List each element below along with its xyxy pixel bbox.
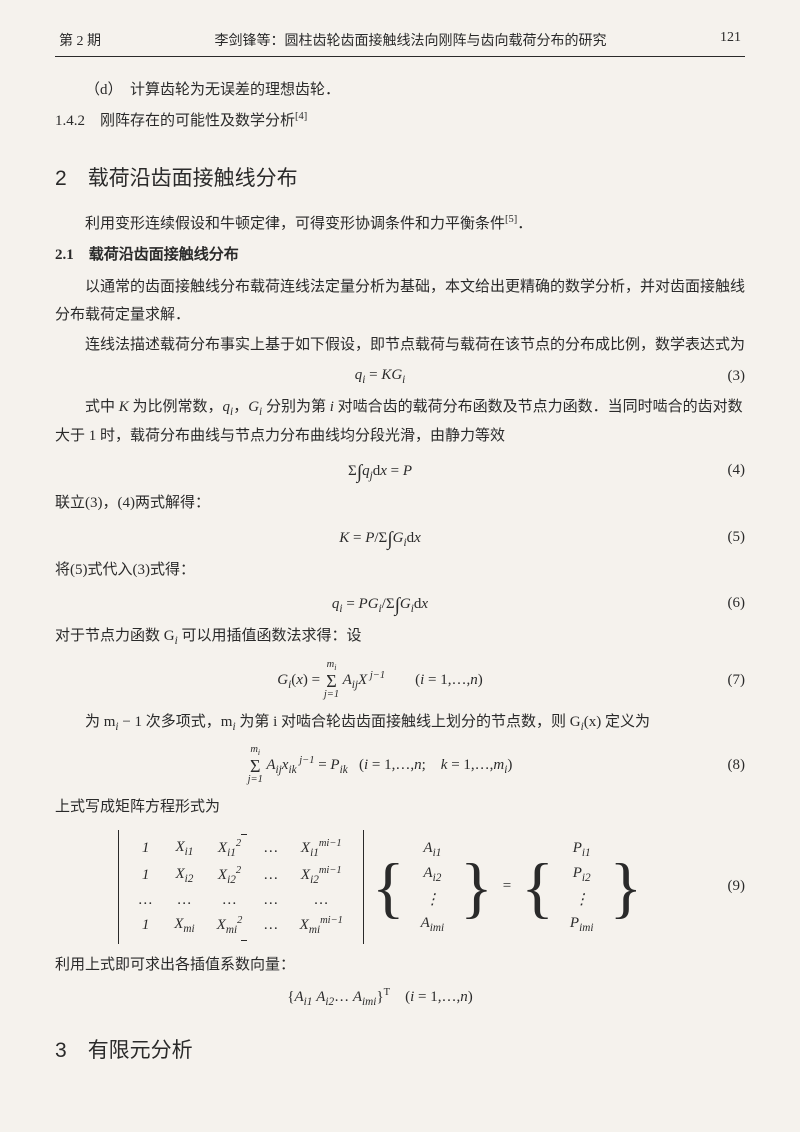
equation-3-num: (3) (705, 368, 745, 385)
equation-4: Σ∫qjdx = P (4) (55, 459, 745, 482)
subsection-1-4-2: 1.4.2 刚阵存在的可能性及数学分析[4] (55, 107, 745, 136)
equation-7: Gi(x) = miΣj=1 AijX j−1 (i = 1,…,n) (7) (55, 660, 745, 700)
section-3-text: 有限元分析 (88, 1039, 193, 1062)
equation-3: qi = KGi (3) (55, 367, 745, 386)
subsection-2-1: 2.1 载荷沿齿面接触线分布 (55, 242, 745, 270)
header-issue: 第 2 期 (59, 30, 101, 50)
paragraph-6: 将(5)式代入(3)式得： (55, 557, 745, 585)
paragraph-5: 联立(3)，(4)两式解得： (55, 490, 745, 518)
equation-vector: {Ai1 Ai2… Aimi}T (i = 1,…,n) (55, 987, 745, 1008)
paragraph-8: 为 mi − 1 次多项式，mi 为第 i 对啮合轮齿齿面接触线上划分的节点数，… (55, 709, 745, 738)
equation-3-body: qi = KGi (55, 367, 705, 386)
equation-6-num: (6) (705, 595, 745, 612)
paragraph-10: 利用上式即可求出各插值系数向量： (55, 952, 745, 980)
equation-8-body: miΣj=1 Aijxik j−1 = Pik (i = 1,…,n; k = … (55, 745, 705, 785)
equation-5-num: (5) (705, 529, 745, 546)
paragraph-7: 对于节点力函数 Gi 可以用插值函数法求得：设 (55, 623, 745, 652)
vector-a: Ai1Ai2⋮Aimi (405, 832, 461, 942)
equation-7-body: Gi(x) = miΣj=1 AijX j−1 (i = 1,…,n) (55, 660, 705, 700)
paragraph-1: 利用变形连续假设和牛顿定律，可得变形协调条件和力平衡条件[5]． (55, 210, 745, 239)
equation-7-num: (7) (705, 672, 745, 689)
section-2-text: 载荷沿齿面接触线分布 (88, 167, 298, 190)
section-2-num: 2 (55, 167, 67, 190)
page: 第 2 期 李剑锋等：圆柱齿轮齿面接触线法向刚阵与齿向载荷分布的研究 121 （… (0, 0, 800, 1132)
paragraph-3: 连线法描述载荷分布事实上基于如下假设，即节点载荷与载荷在该节点的分布成比例，数学… (55, 332, 745, 360)
paragraph-4: 式中 K 为比例常数，qi，Gi 分别为第 i 对啮合齿的载荷分布函数及节点力函… (55, 394, 745, 451)
header-title: 李剑锋等：圆柱齿轮齿面接触线法向刚阵与齿向载荷分布的研究 (101, 30, 720, 50)
coefficient-matrix: 1Xi1Xi12…Xi1mi−11Xi2Xi22…Xi2mi−1……………1Xm… (118, 830, 364, 944)
vector-p: Pi1Pi2⋮Pimi (554, 832, 610, 942)
header-page-num: 121 (720, 30, 741, 50)
paragraph-2: 以通常的齿面接触线分布载荷连线法定量分析为基础，本文给出更精确的数学分析，并对齿… (55, 274, 745, 330)
section-3-title: 3 有限元分析 (55, 1034, 745, 1064)
equation-5: K = P/Σ∫Gidx (5) (55, 526, 745, 549)
equation-8: miΣj=1 Aijxik j−1 = Pik (i = 1,…,n; k = … (55, 745, 745, 785)
equation-4-body: Σ∫qjdx = P (55, 459, 705, 482)
equation-5-body: K = P/Σ∫Gidx (55, 526, 705, 549)
equation-6: qi = PGi/Σ∫Gidx (6) (55, 592, 745, 615)
equation-9: 1Xi1Xi12…Xi1mi−11Xi2Xi22…Xi2mi−1……………1Xm… (55, 830, 745, 944)
section-3-num: 3 (55, 1039, 67, 1062)
equation-8-num: (8) (705, 757, 745, 774)
section-2-title: 2 载荷沿齿面接触线分布 (55, 162, 745, 192)
page-header: 第 2 期 李剑锋等：圆柱齿轮齿面接触线法向刚阵与齿向载荷分布的研究 121 (55, 30, 745, 57)
equation-vector-body: {Ai1 Ai2… Aimi}T (i = 1,…,n) (55, 987, 705, 1008)
equation-9-num: (9) (705, 878, 745, 895)
equation-6-body: qi = PGi/Σ∫Gidx (55, 592, 705, 615)
item-d: （d） 计算齿轮为无误差的理想齿轮． (55, 77, 745, 105)
equation-4-num: (4) (705, 462, 745, 479)
paragraph-9: 上式写成矩阵方程形式为 (55, 794, 745, 822)
